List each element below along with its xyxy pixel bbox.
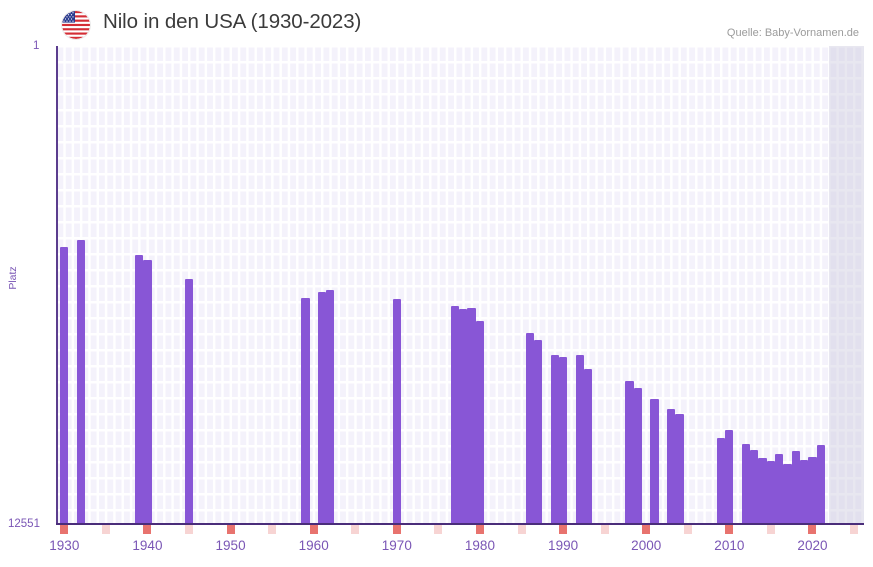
shaded-no-data-region	[829, 46, 864, 524]
bar[interactable]	[450, 306, 460, 524]
bar[interactable]	[633, 388, 643, 524]
bar[interactable]	[317, 291, 327, 524]
bar[interactable]	[791, 451, 800, 524]
bar[interactable]	[525, 333, 534, 524]
x-axis-tick-major	[143, 525, 152, 534]
chart-header: Nilo in den USA (1930-2023) Quelle: Baby…	[0, 0, 873, 46]
bar[interactable]	[60, 247, 69, 524]
x-axis-tick-minor	[351, 525, 360, 534]
bar[interactable]	[301, 298, 310, 524]
bar[interactable]	[758, 458, 767, 524]
x-axis-tick-major	[559, 525, 568, 534]
bar[interactable]	[558, 356, 568, 524]
bar[interactable]	[76, 240, 86, 524]
x-axis-tick-minor	[850, 525, 859, 534]
plot-area	[56, 46, 864, 524]
x-axis-line	[56, 523, 864, 525]
x-axis-tick-minor	[434, 525, 443, 534]
bar[interactable]	[675, 414, 684, 524]
x-axis-tick-major	[392, 525, 401, 534]
x-axis-tick-minor	[600, 525, 609, 534]
x-axis-tick-label: 2010	[714, 538, 745, 553]
x-axis-tick-minor	[517, 525, 526, 534]
bar[interactable]	[775, 453, 784, 524]
bar[interactable]	[799, 460, 809, 524]
y-axis-line	[56, 46, 58, 524]
bar[interactable]	[666, 408, 676, 524]
x-axis-tick-minor	[185, 525, 193, 534]
bar[interactable]	[725, 430, 734, 524]
bar[interactable]	[533, 340, 543, 524]
bar[interactable]	[783, 463, 792, 524]
x-axis-tick-minor	[766, 525, 775, 534]
page-title: Nilo in den USA (1930-2023)	[103, 10, 362, 33]
bar[interactable]	[459, 308, 468, 524]
x-axis-tick-label: 1960	[298, 538, 329, 553]
x-axis-tick-major	[309, 525, 318, 534]
bar[interactable]	[392, 298, 401, 524]
x-axis-tick-label: 1940	[132, 538, 163, 553]
x-axis-tick-label: 1980	[464, 538, 495, 553]
x-axis-tick-label: 1950	[215, 538, 246, 553]
bar[interactable]	[326, 290, 335, 524]
x-axis-tick-major	[725, 525, 734, 534]
bar[interactable]	[467, 307, 476, 524]
bar[interactable]	[575, 354, 584, 524]
bar[interactable]	[550, 354, 559, 524]
x-axis-tick-minor	[683, 525, 692, 534]
bar[interactable]	[808, 457, 817, 524]
x-axis-tick-minor	[101, 525, 110, 534]
x-axis-tick-major	[475, 525, 484, 534]
x-axis-tick-label: 2020	[797, 538, 828, 553]
bar[interactable]	[650, 399, 659, 524]
bar[interactable]	[750, 450, 759, 524]
bar[interactable]	[184, 278, 194, 524]
bar[interactable]	[134, 254, 144, 524]
x-axis-tick-major	[60, 525, 69, 534]
x-axis-tick-label: 1990	[548, 538, 579, 553]
bar[interactable]	[475, 321, 485, 524]
x-axis-tick-label: 1930	[49, 538, 80, 553]
bar[interactable]	[625, 381, 634, 524]
bar[interactable]	[816, 445, 825, 524]
y-axis-title: Platz	[7, 266, 19, 290]
bar[interactable]	[741, 443, 751, 524]
source-attribution: Quelle: Baby-Vornamen.de	[726, 27, 859, 39]
bar[interactable]	[716, 438, 726, 524]
x-axis-tick-label: 2000	[631, 538, 662, 553]
x-axis-tick-major	[642, 525, 651, 534]
bar[interactable]	[143, 259, 152, 524]
x-axis-tick-label: 1970	[381, 538, 412, 553]
x-axis-tick-minor	[268, 525, 277, 534]
x-axis-tick-major	[808, 525, 817, 534]
x-axis-tick-major	[226, 525, 235, 534]
bar[interactable]	[583, 368, 593, 524]
bar[interactable]	[766, 461, 776, 524]
us-flag-icon	[62, 11, 90, 39]
